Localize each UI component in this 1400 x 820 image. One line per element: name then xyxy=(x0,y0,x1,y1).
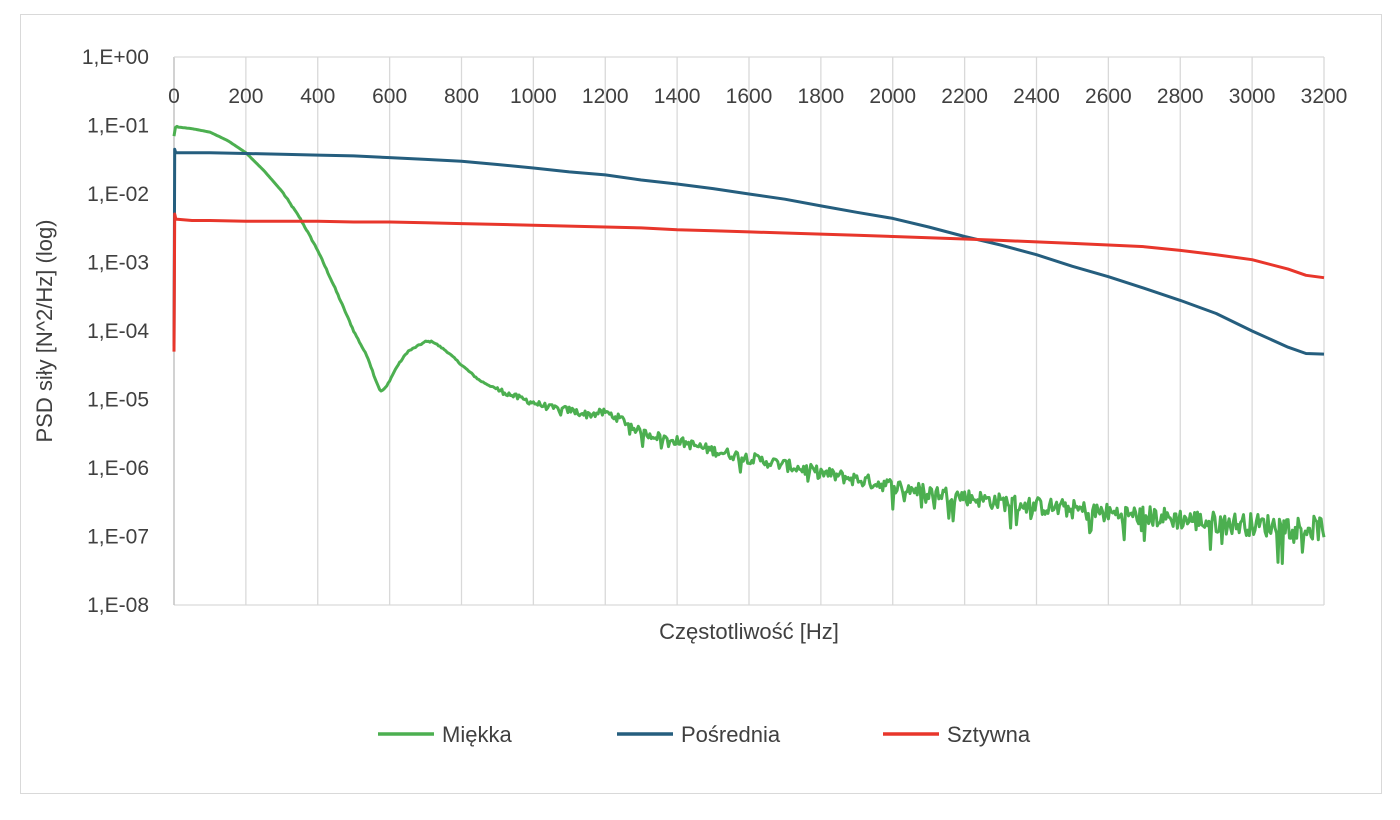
y-tick-label: 1,E-01 xyxy=(87,115,149,138)
x-tick-label: 2800 xyxy=(1157,85,1204,108)
chart-svg: 0 200 400 600 800 1000 1200 1400 1600 1800 2000 220… xyxy=(32,46,1348,747)
y-tick-label: 1,E-05 xyxy=(87,389,149,412)
y-tick-label: 1,E+00 xyxy=(82,46,149,69)
y-tick-label: 1,E-04 xyxy=(87,320,149,343)
y-tick-label: 1,E-03 xyxy=(87,252,149,275)
x-tick-label: 2400 xyxy=(1013,85,1060,108)
x-tick-label: 3200 xyxy=(1301,85,1348,108)
legend-label: Miękka xyxy=(442,722,512,747)
legend: Miękka Pośrednia Sztywna xyxy=(378,722,1031,747)
series-line-1 xyxy=(172,124,1326,565)
x-tick-label: 2200 xyxy=(941,85,988,108)
x-tick-label: 400 xyxy=(300,85,335,108)
y-axis-title: PSD siły [N^2/Hz] (log) xyxy=(32,219,57,442)
x-tick-label: 200 xyxy=(228,85,263,108)
legend-label: Pośrednia xyxy=(681,722,781,747)
series-line-2 xyxy=(172,147,1325,356)
x-tick-label: 1200 xyxy=(582,85,629,108)
tick-layer: 0 200 400 600 800 1000 1200 1400 1600 1800 2000 220… xyxy=(82,46,1348,617)
x-tick-label: 1000 xyxy=(510,85,557,108)
x-tick-label: 2000 xyxy=(869,85,916,108)
chart-frame: 0 200 400 600 800 1000 1200 1400 1600 1800 2000 220… xyxy=(20,14,1382,794)
legend-label: Sztywna xyxy=(947,722,1031,747)
x-tick-label: 0 xyxy=(168,85,180,108)
x-axis-title: Częstotliwość [Hz] xyxy=(659,619,839,644)
series-line-3 xyxy=(172,212,1325,352)
x-tick-label: 1600 xyxy=(726,85,773,108)
y-tick-label: 1,E-07 xyxy=(87,526,149,549)
x-tick-label: 800 xyxy=(444,85,479,108)
x-tick-label: 1400 xyxy=(654,85,701,108)
x-tick-label: 3000 xyxy=(1229,85,1276,108)
y-tick-label: 1,E-02 xyxy=(87,183,149,206)
x-tick-label: 600 xyxy=(372,85,407,108)
y-tick-label: 1,E-08 xyxy=(87,594,149,617)
x-tick-label: 2600 xyxy=(1085,85,1132,108)
y-tick-label: 1,E-06 xyxy=(87,457,149,480)
x-tick-label: 1800 xyxy=(798,85,845,108)
series-layer xyxy=(172,124,1326,565)
